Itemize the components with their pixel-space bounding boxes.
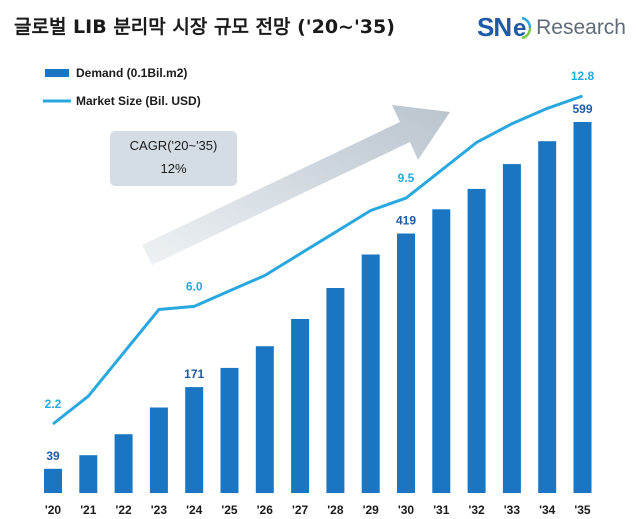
x-tick-label: '24 <box>186 503 203 517</box>
demand-bars <box>44 122 592 494</box>
x-tick-label: '31 <box>433 503 450 517</box>
x-tick-label: '35 <box>574 503 591 517</box>
demand-bar <box>44 468 62 493</box>
svg-text:e: e <box>513 15 526 41</box>
demand-bar <box>502 164 521 493</box>
x-axis-tick-labels: '20 '21 '22 '23 '24 '25 '26 '27 '28 '29 '30 '31 '32 '… <box>45 503 591 517</box>
demand-bar <box>538 141 557 493</box>
demand-bar <box>573 122 592 493</box>
demand-bar <box>326 288 345 493</box>
demand-bar <box>361 254 380 493</box>
x-tick-label: '34 <box>539 503 556 517</box>
market-size-labels: 2.2 6.0 9.5 12.8 <box>45 69 595 411</box>
demand-bar-label: 599 <box>572 102 592 116</box>
demand-bar-labels: 39 171 419 599 <box>46 102 593 463</box>
x-tick-label: '23 <box>151 503 168 517</box>
x-tick-label: '29 <box>363 503 380 517</box>
demand-bar <box>255 346 274 493</box>
legend-demand-label: Demand (0.1Bil.m2) <box>76 66 187 80</box>
legend-market-label: Market Size (Bil. USD) <box>76 94 201 108</box>
cagr-callout: CAGR('20~'35) 12% <box>110 131 237 186</box>
demand-bar <box>432 209 451 494</box>
demand-bar <box>397 233 415 493</box>
x-tick-label: '26 <box>257 503 274 517</box>
market-size-label: 12.8 <box>571 69 595 83</box>
demand-bar-label: 171 <box>184 367 204 381</box>
demand-bar <box>114 434 133 493</box>
cagr-value: 12% <box>160 161 187 176</box>
demand-bar <box>467 188 486 493</box>
x-tick-label: '32 <box>468 503 485 517</box>
x-tick-label: '20 <box>45 503 62 517</box>
brand-e-mark-icon: e <box>513 15 532 41</box>
market-size-label: 2.2 <box>45 397 62 411</box>
demand-bar-label: 39 <box>46 449 60 463</box>
cagr-title: CAGR('20~'35) <box>129 138 218 153</box>
x-tick-label: '27 <box>292 503 309 517</box>
demand-bar <box>291 319 310 493</box>
legend-demand-swatch <box>45 69 69 77</box>
demand-bar <box>79 455 98 493</box>
x-tick-label: '21 <box>80 503 97 517</box>
trend-arrow-icon <box>142 105 450 265</box>
demand-bar <box>185 387 204 493</box>
market-size-line <box>52 94 583 426</box>
chart-title: 글로벌 LIB 분리막 시장 규모 전망 ('20~'35) <box>14 16 395 38</box>
brand-logo: SN e Research <box>477 12 626 43</box>
market-size-label: 9.5 <box>398 171 415 185</box>
x-tick-label: '33 <box>504 503 521 517</box>
x-tick-label: '22 <box>115 503 132 517</box>
brand-research-text: Research <box>536 15 626 39</box>
demand-bar-label: 419 <box>396 214 416 228</box>
x-tick-label: '25 <box>221 503 238 517</box>
demand-bar <box>220 367 239 493</box>
legend: Demand (0.1Bil.m2) Market Size (Bil. USD… <box>43 66 201 108</box>
market-size-label: 6.0 <box>186 279 203 293</box>
brand-sne-text: SN <box>476 12 512 42</box>
x-tick-label: '30 <box>398 503 415 517</box>
demand-bar <box>149 407 168 493</box>
x-tick-label: '28 <box>327 503 344 517</box>
